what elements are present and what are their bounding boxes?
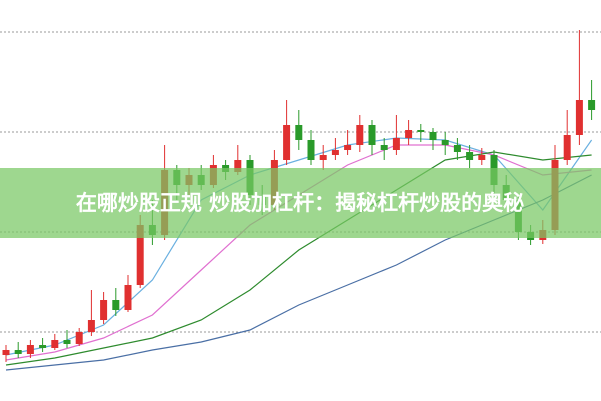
candle-body	[112, 300, 120, 310]
candle-body	[466, 152, 474, 160]
candle-body	[417, 130, 425, 132]
candle-body	[2, 350, 10, 355]
candle-body	[405, 130, 413, 138]
banner-title: 在哪炒股正规 炒股加杠杆：揭秘杠杆炒股的奥秘	[76, 191, 524, 215]
candle-body	[26, 345, 34, 354]
candle-body	[319, 155, 327, 160]
candle-body	[563, 135, 571, 160]
candle-body	[51, 340, 59, 348]
candle-body	[63, 340, 71, 344]
candle-body	[14, 350, 22, 354]
candle-body	[307, 140, 315, 160]
candle-body	[136, 225, 144, 285]
candle-body	[453, 145, 461, 152]
candle-body	[588, 100, 596, 110]
candle-body	[75, 332, 83, 344]
candle-body	[87, 320, 95, 332]
candle-body	[344, 145, 352, 150]
candle-body	[356, 125, 364, 145]
candle-body	[124, 285, 132, 310]
candle-body	[100, 300, 108, 320]
candle-body	[478, 155, 486, 160]
candle-body	[295, 125, 303, 140]
candle-body	[39, 345, 47, 348]
banner	[0, 168, 601, 238]
candle-body	[283, 125, 291, 160]
candle-body	[429, 132, 437, 140]
candle-body	[234, 160, 242, 172]
candle-body	[380, 145, 388, 150]
candle-body	[331, 150, 339, 155]
candle-body	[441, 140, 449, 145]
candle-body	[575, 100, 583, 135]
candle-body	[392, 138, 400, 150]
candle-body	[368, 125, 376, 145]
